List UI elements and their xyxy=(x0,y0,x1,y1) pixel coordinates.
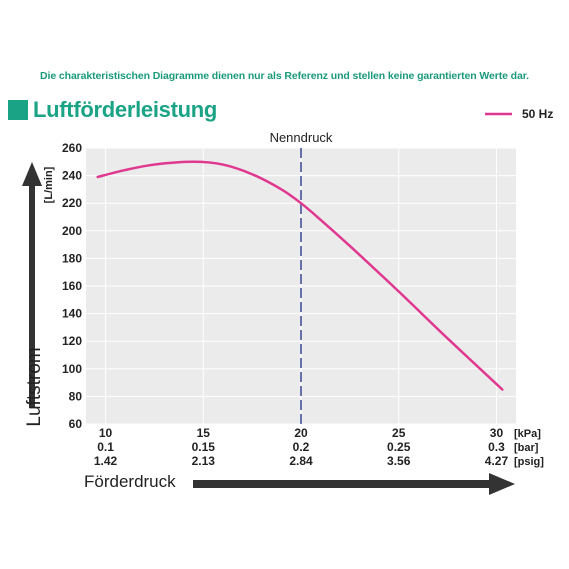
x-axis-arrow-head xyxy=(489,473,515,495)
y-tick-label: 80 xyxy=(69,389,83,403)
y-tick-label: 260 xyxy=(62,141,82,155)
x-tick-label-kpa: 30 xyxy=(490,426,504,440)
y-unit-label: [L/min] xyxy=(43,166,55,203)
y-tick-label: 240 xyxy=(62,169,82,183)
x-tick-label-psig: 4.27 xyxy=(485,454,509,468)
x-unit-label: [psig] xyxy=(514,456,544,468)
x-tick-label-bar: 0.2 xyxy=(293,440,310,454)
y-tick-label: 60 xyxy=(69,417,83,431)
y-tick-label: 220 xyxy=(62,196,82,210)
x-axis-title: Förderdruck xyxy=(84,472,176,491)
x-tick-label-kpa: 25 xyxy=(392,426,406,440)
disclaimer-text: Die charakteristischen Diagramme dienen … xyxy=(40,70,529,82)
x-tick-label-kpa: 15 xyxy=(197,426,211,440)
title-square-icon xyxy=(8,100,28,120)
x-tick-label-bar: 0.15 xyxy=(192,440,216,454)
x-axis-arrow-shaft xyxy=(193,480,491,488)
x-tick-label-bar: 0.25 xyxy=(387,440,411,454)
y-tick-label: 120 xyxy=(62,334,82,348)
x-tick-label-psig: 1.42 xyxy=(94,454,118,468)
y-tick-label: 180 xyxy=(62,251,82,265)
legend-label: 50 Hz xyxy=(522,107,553,121)
x-tick-label-bar: 0.3 xyxy=(488,440,505,454)
series-line-50hz xyxy=(96,160,504,391)
x-tick-label-psig: 2.84 xyxy=(289,454,313,468)
y-tick-label: 160 xyxy=(62,279,82,293)
x-unit-label: [kPa] xyxy=(514,428,541,440)
x-tick-label-kpa: 20 xyxy=(294,426,308,440)
y-tick-label: 200 xyxy=(62,224,82,238)
y-axis-title: Luftstrom xyxy=(24,347,45,426)
chart-title-text: Luftförderleistung xyxy=(33,97,218,122)
y-axis-arrow-head xyxy=(22,162,42,186)
x-unit-label: [bar] xyxy=(514,442,539,454)
x-tick-label-psig: 2.13 xyxy=(192,454,216,468)
x-tick-label-psig: 3.56 xyxy=(387,454,411,468)
y-axis-arrow-shaft xyxy=(29,184,35,408)
chart-title: Luftförderleistung xyxy=(8,96,217,124)
y-tick-label: 140 xyxy=(62,307,82,321)
x-tick-label-kpa: 10 xyxy=(99,426,113,440)
rated-pressure-label: Nenndruck xyxy=(270,130,333,145)
x-tick-label-bar: 0.1 xyxy=(97,440,114,454)
y-tick-label: 100 xyxy=(62,362,82,376)
